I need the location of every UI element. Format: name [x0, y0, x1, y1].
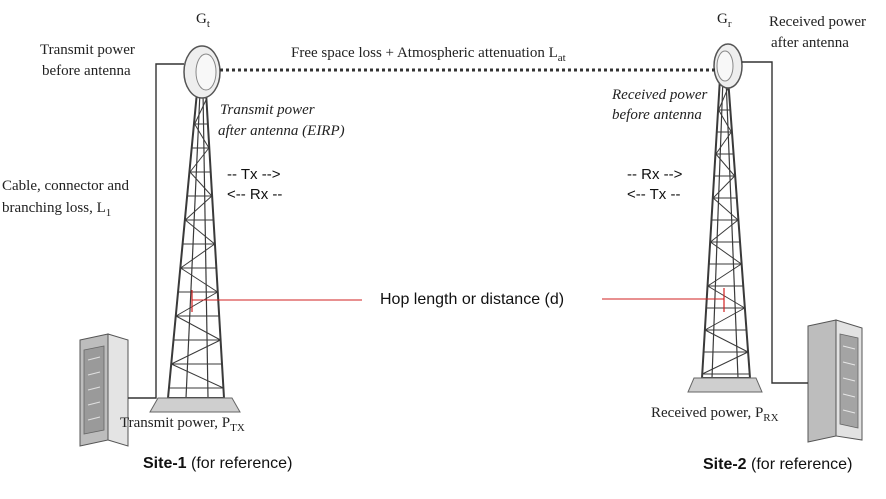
- path-loss-label: Free space loss + Atmospheric attenuatio…: [291, 45, 566, 64]
- cable-loss-line2: branching loss, L1: [2, 200, 112, 219]
- tower-brace: [718, 109, 732, 133]
- tower-brace: [715, 131, 732, 155]
- site1-feeder-cable: [128, 63, 184, 399]
- tower-brace: [707, 285, 745, 309]
- tower-brace: [180, 243, 215, 269]
- eirp-label-line2: after antenna (EIRP): [218, 123, 345, 139]
- received-power-prx-label: Received power, PRX: [651, 405, 779, 424]
- rx-before-antenna-line1: Received power: [612, 87, 708, 103]
- tower-brace: [194, 99, 207, 125]
- tower-brace: [707, 263, 742, 287]
- tower-brace: [175, 315, 221, 341]
- cable-loss-line1: Cable, connector and: [2, 178, 130, 194]
- site1-tower: [149, 45, 241, 413]
- rx-power-after-antenna-line2: after antenna: [771, 35, 849, 51]
- site1-caption: Site-1 (for reference): [143, 455, 293, 472]
- site2-tx-arrow-text: <-- Tx --: [627, 186, 681, 203]
- tower-brace: [189, 147, 210, 173]
- tower-brace: [702, 351, 749, 375]
- tower-brace: [718, 87, 729, 111]
- site2-caption: Site-2 (for reference): [703, 456, 853, 473]
- hop-length-marker: [191, 288, 725, 312]
- tower-brace: [712, 175, 736, 199]
- tower-brace: [194, 123, 210, 149]
- eirp-label-line1: Transmit power: [220, 102, 315, 118]
- tower-brace: [704, 307, 745, 331]
- gt-label: Gt: [196, 11, 210, 30]
- site1-equipment-cabinet: [79, 333, 129, 447]
- gr-label: Gr: [717, 11, 732, 30]
- tower-brace: [710, 219, 739, 243]
- site1-tx-arrow-text: -- Tx -->: [227, 166, 281, 183]
- tower-brace: [710, 241, 742, 265]
- tx-power-before-antenna-line2: before antenna: [42, 63, 131, 79]
- tower-brace: [185, 219, 216, 245]
- tx-power-before-antenna-line1: Transmit power: [40, 42, 135, 58]
- tower-brace: [704, 329, 749, 353]
- rx-before-antenna-line2: before antenna: [612, 107, 702, 123]
- tower-brace: [171, 339, 221, 365]
- tower-brace: [189, 171, 213, 197]
- tower-brace: [712, 197, 739, 221]
- site2-rx-arrow-text: -- Rx -->: [627, 166, 683, 183]
- site2-equipment-cabinet: [807, 319, 863, 443]
- hop-length-label: Hop length or distance (d): [380, 291, 565, 308]
- tower-brace: [180, 267, 218, 293]
- tower-brace: [171, 363, 224, 389]
- tower-brace: [184, 195, 213, 221]
- tower-brace: [715, 153, 736, 177]
- tower-brace: [175, 291, 218, 317]
- transmit-power-ptx-label: Transmit power, PTX: [120, 415, 245, 434]
- rx-power-after-antenna-line1: Received power: [769, 14, 867, 30]
- site1-rx-arrow-text: <-- Rx --: [227, 186, 283, 203]
- site2-feeder-cable: [742, 61, 808, 384]
- site2-tower: [687, 43, 763, 393]
